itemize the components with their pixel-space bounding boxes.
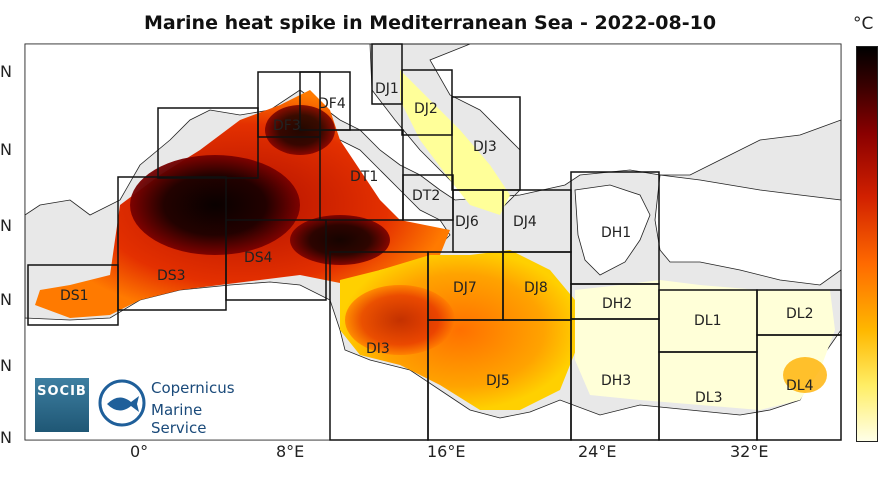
label-dj4: DJ4 — [513, 214, 537, 230]
label-dj6: DJ6 — [455, 214, 479, 230]
label-dl2: DL2 — [786, 306, 814, 322]
box-ds1 — [27, 264, 119, 326]
land-turkey — [654, 174, 842, 286]
sea-levantine-warm — [783, 357, 827, 393]
copernicus-fish-icon — [98, 379, 146, 427]
label-ds1: DS1 — [60, 288, 89, 304]
x-tick-label: 16°E — [427, 442, 466, 461]
label-df4: DF4 — [318, 96, 346, 112]
logo-panel: SOCIB Copernicus Marine Service — [27, 371, 247, 437]
box-dl4 — [756, 334, 842, 441]
label-dl4: DL4 — [786, 378, 814, 394]
label-dj3: DJ3 — [473, 139, 497, 155]
label-dh2: DH2 — [602, 296, 632, 312]
sea-hotspot-tyrrhenian — [290, 215, 390, 265]
label-dh3: DH3 — [601, 373, 631, 389]
x-tick-label: 32°E — [730, 442, 769, 461]
y-tick-label: N — [0, 216, 12, 235]
y-tick-label: N — [0, 428, 12, 447]
y-tick-label: N — [0, 62, 12, 81]
x-tick-label: 8°E — [276, 442, 305, 461]
x-tick-label: 24°E — [578, 442, 617, 461]
y-tick-label: N — [0, 290, 12, 309]
box-ds4 — [225, 219, 327, 301]
label-di3: DI3 — [366, 341, 390, 357]
y-tick-label: N — [0, 140, 12, 159]
label-ds4: DS4 — [244, 250, 273, 266]
copernicus-logo-line2: Marine Service — [151, 401, 207, 437]
sea-adriatic-pale — [400, 70, 510, 215]
socib-logo-text: SOCIB — [37, 384, 87, 399]
label-dj5: DJ5 — [486, 373, 510, 389]
label-df3: DF3 — [273, 118, 301, 134]
y-tick-label: N — [0, 356, 12, 375]
label-dt2: DT2 — [412, 188, 440, 204]
label-dj1: DJ1 — [375, 81, 399, 97]
colorbar — [856, 46, 878, 442]
land-greece — [574, 184, 651, 276]
copernicus-logo-line1: Copernicus — [151, 379, 235, 397]
box-df3 — [257, 71, 321, 138]
label-dt1: DT1 — [350, 169, 378, 185]
socib-logo: SOCIB — [35, 378, 89, 432]
sea-eastern-pale — [575, 280, 835, 410]
region-boxes — [27, 43, 842, 441]
label-dl3: DL3 — [695, 390, 723, 406]
label-dj8: DJ8 — [524, 280, 548, 296]
chart-title: Marine heat spike in Mediterranean Sea -… — [143, 12, 717, 34]
colorbar-unit: °C — [853, 14, 874, 34]
land-europe — [24, 43, 842, 216]
label-dj7: DJ7 — [453, 280, 477, 296]
label-dh1: DH1 — [601, 225, 631, 241]
label-dl1: DL1 — [694, 313, 722, 329]
sea-hotspot-west — [130, 155, 300, 255]
x-tick-label: 0° — [130, 442, 149, 461]
label-dj2: DJ2 — [414, 101, 438, 117]
label-ds3: DS3 — [157, 268, 186, 284]
box-df-central — [157, 107, 259, 179]
